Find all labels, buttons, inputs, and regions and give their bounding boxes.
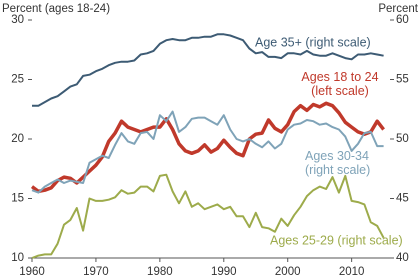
y2-tick-label: 60 xyxy=(396,14,409,26)
x-tick-label: 1990 xyxy=(211,266,237,278)
y2-tick-label: 55 xyxy=(396,74,409,86)
series-line xyxy=(31,110,384,194)
x-tick-label: 1960 xyxy=(19,266,45,278)
y-tick-label: 30 xyxy=(11,14,24,26)
y-tick-label: 25 xyxy=(11,74,24,86)
y-tick-label: 15 xyxy=(11,193,24,205)
series-label: Ages 30-34 (right scale) xyxy=(305,149,370,177)
series-label: Ages 18 to 24 (left scale) xyxy=(301,70,378,98)
x-tick-label: 2010 xyxy=(339,266,365,278)
y2-tick-label: 45 xyxy=(396,193,409,205)
y-tick-label: 20 xyxy=(11,133,24,145)
series-label: Ages 25-29 (right scale) xyxy=(270,233,403,247)
y-tick-label: 10 xyxy=(11,252,24,264)
series-line xyxy=(30,101,385,194)
x-tick-label: 1970 xyxy=(83,266,109,278)
x-tick-label: 2000 xyxy=(275,266,301,278)
y2-tick-label: 50 xyxy=(396,133,409,145)
y2-tick-label: 40 xyxy=(396,252,409,264)
series-label: Age 35+ (right scale) xyxy=(255,35,371,49)
x-tick-label: 1980 xyxy=(147,266,173,278)
y-axis-title: Percent (ages 18-24) xyxy=(2,3,110,15)
series-line xyxy=(31,173,385,259)
y2-axis-title: Percent xyxy=(378,3,418,15)
series-line xyxy=(32,33,384,107)
